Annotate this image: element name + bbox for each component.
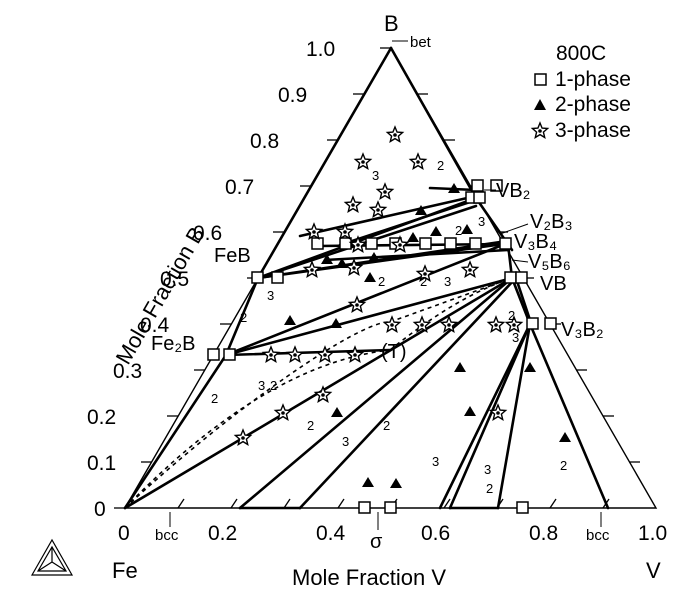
bottom-tick-labels: 0 0.2 0.4 0.6 0.8 1.0: [118, 522, 667, 545]
left-axis-ticks: [114, 47, 391, 509]
left-tick-label: 0.1: [87, 452, 116, 475]
legend-item-1: 1-phase: [555, 68, 631, 91]
one-phase-square: [544, 317, 557, 330]
phase-label-vb2: VB₂: [496, 180, 530, 202]
field-number: 3: [372, 168, 379, 183]
one-phase-square: [251, 271, 264, 284]
field-number: 2: [455, 223, 462, 238]
legend-triangle-marker: [534, 99, 546, 110]
field-number: 3: [444, 274, 451, 289]
software-logo: [30, 538, 74, 576]
phase-label-v3b4: V₃B₄: [514, 231, 557, 253]
x-axis-title: Mole Fraction V: [292, 565, 446, 590]
one-phase-markers: [207, 179, 557, 514]
label-sigma: σ: [370, 531, 383, 553]
one-phase-square: [271, 271, 284, 284]
field-number: 2: [508, 308, 515, 323]
legend-square-marker: [534, 73, 547, 86]
one-phase-square: [515, 271, 528, 284]
phase-label-fe2b: Fe₂B: [151, 333, 195, 355]
dashed-boundary-lines: [124, 277, 513, 509]
left-tick-label: 0.2: [87, 406, 116, 429]
phase-label-feb: FeB: [214, 245, 251, 267]
field-number: 2: [270, 378, 277, 393]
field-number: 3: [512, 330, 519, 345]
phase-label-vb: VB: [540, 273, 567, 295]
one-phase-square: [223, 348, 236, 361]
bottom-tick-label: 0.2: [208, 522, 237, 545]
one-phase-square: [504, 271, 517, 284]
left-tick-label: 0.5: [160, 268, 189, 291]
bottom-tick-label: 0.6: [421, 522, 450, 545]
field-number: 3: [267, 288, 274, 303]
field-number: 3: [342, 434, 349, 449]
one-phase-square: [471, 179, 484, 192]
phase-label-v3b2: V₃B₂: [561, 319, 604, 341]
field-number: 2: [240, 310, 247, 325]
left-tick-label: 0.8: [250, 130, 279, 153]
legend-star-marker: [530, 121, 550, 139]
bottom-tick-label: 1.0: [638, 522, 667, 545]
field-number: 2: [437, 158, 444, 173]
field-number: 2: [420, 274, 427, 289]
phase-label-v2b3: V₂B₃: [530, 211, 573, 233]
one-phase-square: [526, 317, 539, 330]
field-number: 2: [211, 391, 218, 406]
one-phase-square: [207, 348, 220, 361]
corner-label-fe: Fe: [112, 558, 138, 583]
label-bcc-fe: bcc: [155, 527, 179, 544]
label-bcc-v: bcc: [586, 527, 610, 544]
field-number: 3: [432, 454, 439, 469]
bottom-tick-label: 0.8: [529, 522, 558, 545]
left-tick-label: 0.7: [225, 176, 254, 199]
one-phase-square: [490, 179, 503, 192]
left-tick-label: 1.0: [306, 38, 335, 61]
corner-label-v: V: [646, 558, 661, 583]
one-phase-square: [499, 237, 512, 250]
corner-label-b: B: [384, 11, 399, 36]
three-phase-markers: [233, 125, 524, 446]
legend-item-2: 2-phase: [555, 93, 631, 116]
legend: 800C 1-phase 2-phase 3-phase: [530, 42, 631, 142]
left-tick-label: 0.3: [113, 360, 142, 383]
bottom-tick-label: 0: [118, 522, 130, 545]
field-number: 2: [560, 458, 567, 473]
field-number: 2: [378, 274, 385, 289]
one-phase-square: [384, 501, 397, 514]
left-tick-label: 0.9: [278, 84, 307, 107]
legend-title: 800C: [556, 42, 606, 65]
left-tick-label: 0.4: [140, 314, 170, 337]
one-phase-square: [516, 501, 529, 514]
left-tick-labels: 0 0.1 0.2 0.3 0.4 0.50.60.7 0.8 0.9 1.0: [87, 38, 335, 521]
field-number: 3: [258, 378, 265, 393]
one-phase-square: [358, 501, 371, 514]
field-number: 2: [307, 418, 314, 433]
bottom-tick-label: 0.4: [316, 522, 346, 545]
left-tick-label: 0.6: [193, 222, 222, 245]
phase-label-v5b6: V₅B₆: [528, 251, 571, 273]
left-tick-label: 0: [94, 498, 106, 521]
one-phase-row-markers: [311, 237, 482, 250]
field-number: 3: [484, 462, 491, 477]
field-number: 2: [383, 418, 390, 433]
field-number: 2: [486, 481, 493, 496]
two-phase-markers: [284, 183, 571, 488]
field-number: 3: [478, 214, 485, 229]
one-phase-square: [473, 191, 486, 204]
label-bet: bet: [410, 34, 432, 51]
legend-item-3: 3-phase: [555, 119, 631, 142]
label-ternary-phase: (T): [381, 341, 407, 363]
